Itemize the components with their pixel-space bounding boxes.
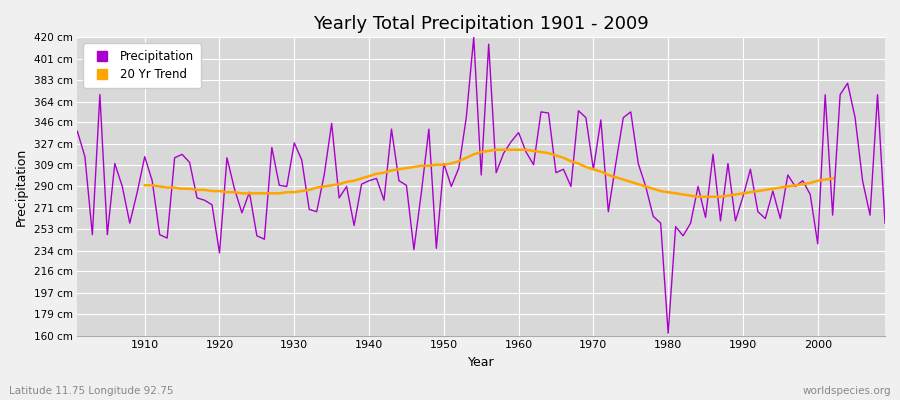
Legend: Precipitation, 20 Yr Trend: Precipitation, 20 Yr Trend <box>84 43 201 88</box>
Text: Latitude 11.75 Longitude 92.75: Latitude 11.75 Longitude 92.75 <box>9 386 174 396</box>
Text: worldspecies.org: worldspecies.org <box>803 386 891 396</box>
Y-axis label: Precipitation: Precipitation <box>15 147 28 226</box>
Title: Yearly Total Precipitation 1901 - 2009: Yearly Total Precipitation 1901 - 2009 <box>313 15 649 33</box>
X-axis label: Year: Year <box>468 356 494 369</box>
